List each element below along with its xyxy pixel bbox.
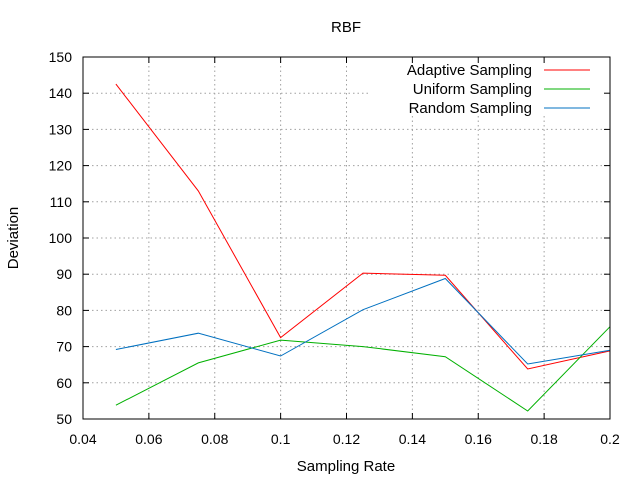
x-tick-label: 0.16 [465, 431, 492, 447]
x-axis-title: Sampling Rate [297, 458, 395, 475]
legend: Adaptive Sampling Uniform Sampling Random … [407, 62, 590, 117]
y-tick-label: 60 [56, 375, 72, 391]
y-tick-label: 150 [49, 49, 73, 65]
legend-label: Adaptive Sampling [407, 62, 532, 79]
legend-label: Random Sampling [409, 100, 532, 117]
axis-ticks: 0.04 0.06 0.08 0.1 0.12 0.14 0.16 0.18 0.2 50 60 70… [49, 49, 620, 447]
x-tick-label: 0.04 [69, 431, 96, 447]
y-tick-label: 100 [49, 230, 73, 246]
y-tick-label: 90 [56, 266, 72, 282]
x-tick-label: 0.1 [271, 431, 291, 447]
x-tick-label: 0.18 [531, 431, 558, 447]
legend-label: Uniform Sampling [413, 81, 532, 98]
series-lines [115, 83, 611, 412]
x-tick-label: 0.12 [333, 431, 360, 447]
y-tick-label: 120 [49, 158, 73, 174]
series-line-adaptive-sampling [115, 83, 611, 370]
x-tick-label: 0.06 [135, 431, 162, 447]
y-tick-label: 50 [56, 411, 72, 427]
y-tick-label: 70 [56, 339, 72, 355]
y-tick-label: 130 [49, 121, 73, 137]
y-axis-title: Deviation [5, 207, 22, 270]
y-tick-label: 110 [50, 194, 73, 210]
y-tick-label: 80 [56, 302, 72, 318]
chart-title: RBF [331, 19, 361, 36]
series-line-uniform-sampling [115, 326, 611, 412]
x-tick-label: 0.2 [600, 431, 620, 447]
x-tick-label: 0.08 [201, 431, 228, 447]
y-tick-label: 140 [49, 85, 73, 101]
series-line-random-sampling [115, 277, 611, 365]
x-tick-label: 0.14 [399, 431, 426, 447]
